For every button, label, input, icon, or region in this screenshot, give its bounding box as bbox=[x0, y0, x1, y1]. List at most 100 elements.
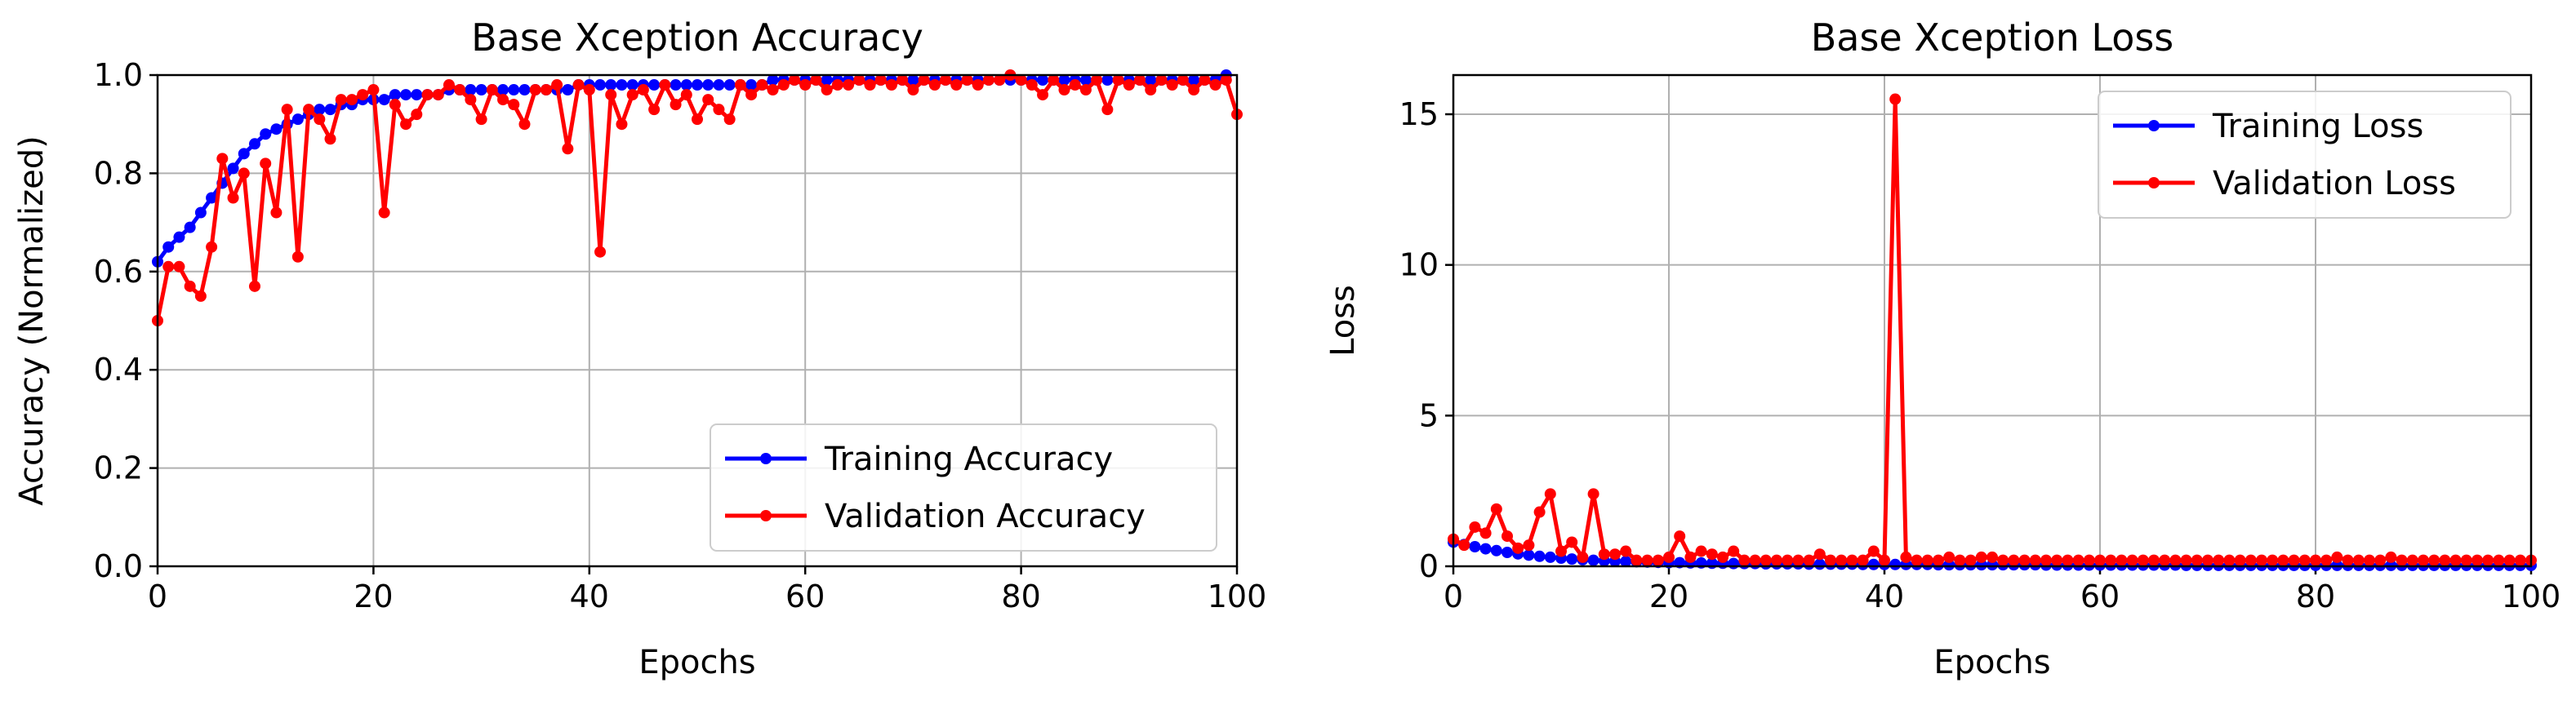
data-point bbox=[2267, 554, 2279, 566]
x-tick-label: 0 bbox=[1444, 579, 1463, 614]
data-point bbox=[680, 89, 692, 101]
data-point bbox=[1964, 554, 1977, 566]
chart-panel-loss: 0 20 40 60 80 100 0 5 10 15 Base Xception Loss Epoc… bbox=[1324, 16, 2560, 681]
data-point bbox=[1867, 558, 1880, 570]
data-point bbox=[1533, 506, 1546, 518]
data-point bbox=[670, 79, 682, 91]
data-point bbox=[702, 94, 714, 106]
data-point bbox=[1771, 554, 1782, 566]
data-point bbox=[2428, 554, 2440, 566]
data-point bbox=[1620, 545, 1632, 557]
data-point bbox=[1220, 74, 1232, 86]
data-point bbox=[1609, 548, 1621, 561]
data-point bbox=[1997, 554, 2009, 566]
chart-title: Base Xception Loss bbox=[1811, 16, 2174, 60]
data-point bbox=[1587, 488, 1599, 500]
data-point bbox=[248, 138, 260, 150]
data-point bbox=[1069, 79, 1081, 91]
data-point bbox=[345, 94, 358, 106]
data-point bbox=[864, 79, 876, 91]
data-point bbox=[1749, 554, 1761, 566]
data-point bbox=[2169, 554, 2182, 566]
data-point bbox=[1533, 550, 1546, 562]
data-point bbox=[291, 113, 304, 126]
data-point bbox=[2245, 554, 2257, 566]
data-point bbox=[1155, 74, 1168, 86]
data-point bbox=[1695, 545, 1707, 557]
data-point bbox=[2148, 554, 2160, 566]
data-point bbox=[486, 84, 498, 96]
data-point bbox=[1846, 554, 1858, 566]
data-point bbox=[777, 79, 790, 91]
data-point bbox=[2288, 554, 2300, 566]
data-point bbox=[723, 113, 736, 126]
data-point bbox=[2234, 554, 2246, 566]
data-point bbox=[885, 79, 897, 91]
data-point bbox=[1825, 554, 1836, 566]
data-point bbox=[713, 104, 725, 116]
data-point bbox=[216, 153, 229, 165]
data-point bbox=[357, 89, 369, 101]
data-point bbox=[918, 74, 930, 86]
data-point bbox=[616, 79, 628, 91]
data-point bbox=[378, 206, 390, 219]
x-tick-label: 20 bbox=[354, 579, 393, 614]
data-point bbox=[1587, 554, 1599, 566]
data-point bbox=[2277, 554, 2289, 566]
data-point bbox=[713, 79, 725, 91]
data-point bbox=[324, 133, 336, 145]
x-tick-label: 40 bbox=[570, 579, 609, 614]
data-point bbox=[2460, 554, 2472, 566]
data-point bbox=[853, 74, 865, 86]
data-point bbox=[1943, 551, 1955, 563]
data-point bbox=[173, 231, 185, 243]
data-point bbox=[2471, 554, 2483, 566]
data-point bbox=[270, 123, 283, 135]
data-point bbox=[1674, 530, 1686, 543]
data-point bbox=[497, 94, 509, 106]
data-point bbox=[1079, 84, 1092, 96]
legend-swatch-marker bbox=[760, 453, 772, 464]
data-point bbox=[2008, 554, 2020, 566]
data-point bbox=[248, 280, 260, 292]
x-axis-label: Epochs bbox=[638, 644, 755, 681]
data-point bbox=[1728, 557, 1740, 570]
y-axis-label: Loss bbox=[1324, 285, 1362, 357]
data-point bbox=[2331, 551, 2343, 563]
data-point bbox=[821, 84, 833, 96]
data-point bbox=[2320, 554, 2333, 566]
data-point bbox=[594, 79, 607, 91]
data-point bbox=[648, 79, 661, 91]
data-point bbox=[2310, 554, 2321, 566]
data-point bbox=[270, 206, 283, 219]
data-point bbox=[594, 246, 607, 258]
data-point bbox=[1684, 551, 1697, 563]
data-point bbox=[1598, 548, 1610, 561]
data-point bbox=[583, 84, 595, 96]
data-point bbox=[950, 79, 963, 91]
data-point bbox=[475, 113, 487, 126]
data-point bbox=[626, 79, 638, 91]
data-point bbox=[1048, 74, 1060, 86]
series-validation-loss bbox=[1448, 93, 2537, 566]
data-point bbox=[1663, 551, 1675, 563]
data-point bbox=[2493, 554, 2505, 566]
legend-swatch-marker bbox=[2148, 120, 2160, 131]
data-point bbox=[1813, 558, 1826, 570]
data-point bbox=[529, 84, 541, 96]
data-point bbox=[238, 167, 250, 180]
data-point bbox=[572, 79, 585, 91]
data-point bbox=[1921, 554, 1933, 566]
data-point bbox=[1145, 84, 1157, 96]
data-point bbox=[605, 89, 617, 101]
data-point bbox=[2180, 554, 2192, 566]
data-point bbox=[1717, 551, 1728, 563]
data-point bbox=[1975, 551, 1987, 563]
y-tick-label: 0.8 bbox=[94, 155, 143, 191]
data-point bbox=[1188, 74, 1200, 86]
data-point bbox=[2213, 554, 2225, 566]
y-axis-label: Accuracy (Normalized) bbox=[13, 135, 51, 505]
data-point bbox=[1479, 543, 1492, 555]
data-point bbox=[324, 104, 336, 116]
